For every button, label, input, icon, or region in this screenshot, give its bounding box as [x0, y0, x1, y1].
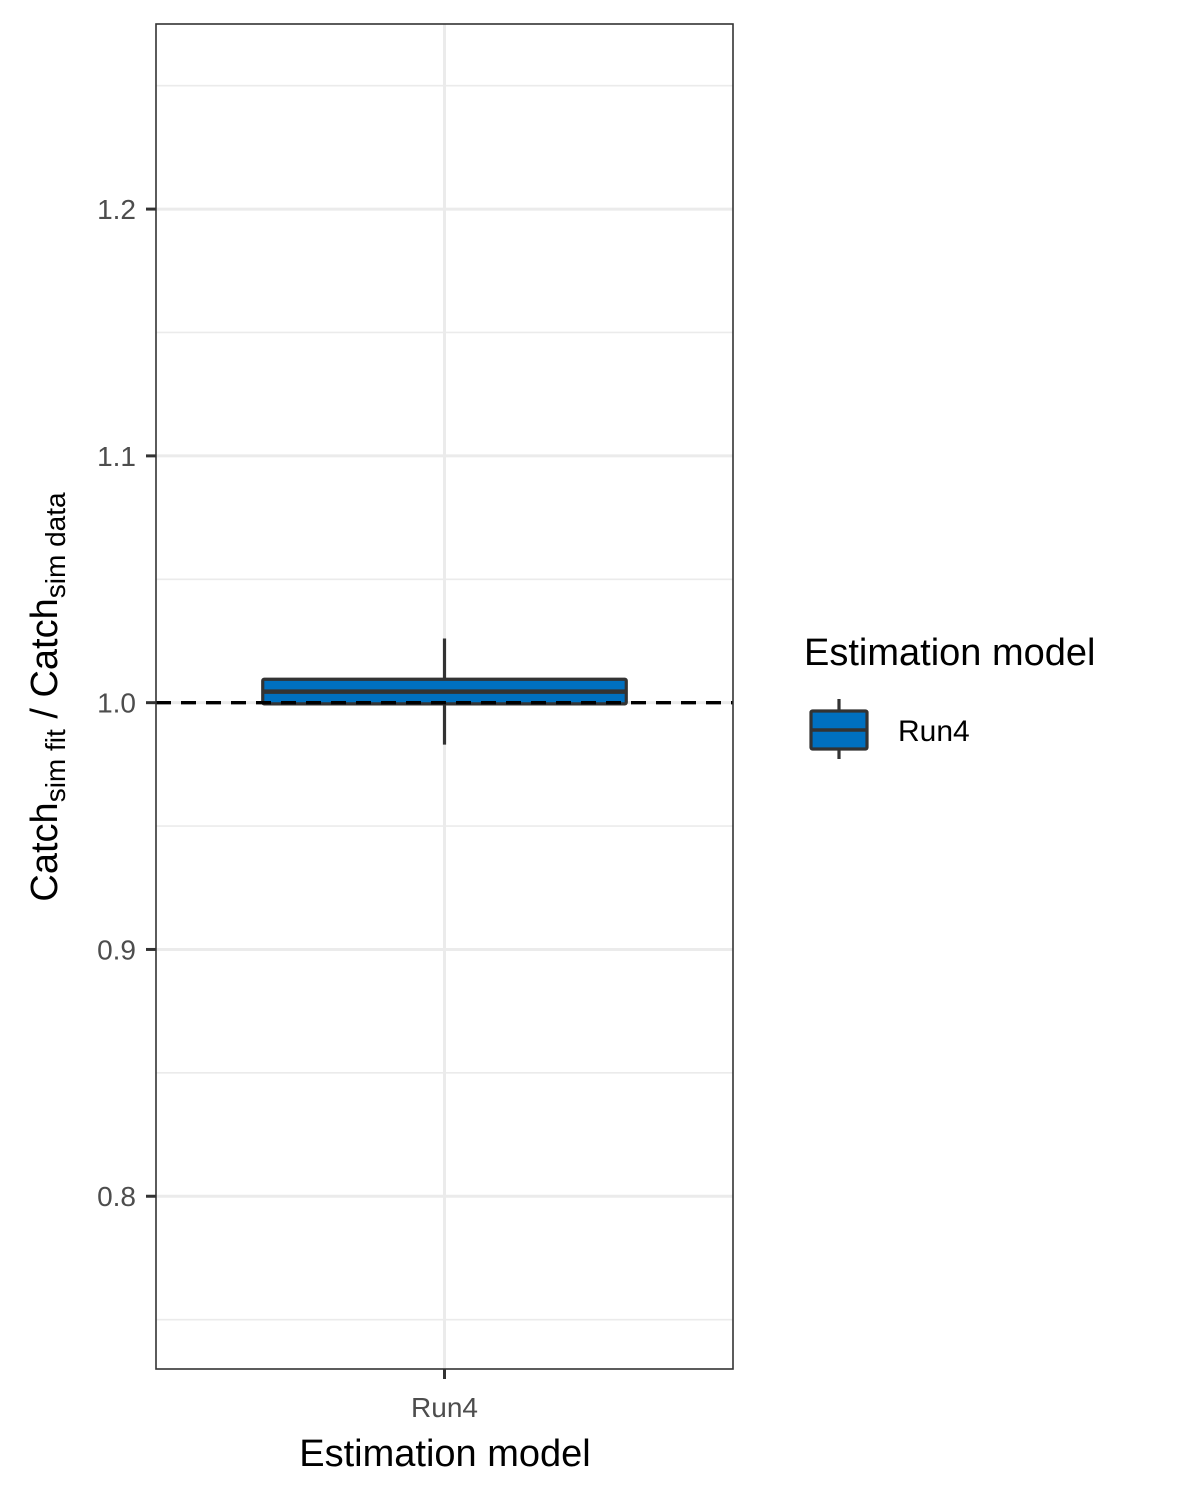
y-tick-label: 1.2 [97, 194, 136, 225]
y-axis-title: Catchsim fit / Catchsim data [24, 492, 71, 902]
legend-title: Estimation model [804, 632, 1095, 674]
box-Run4 [261, 638, 628, 745]
y-tick-label: 1.1 [97, 441, 136, 472]
y-axis-title-prefix: Catch [24, 802, 66, 901]
y-tick-label: 1.0 [97, 688, 136, 719]
box-marks [261, 638, 628, 745]
legend: Estimation model Run4 [804, 632, 1095, 759]
x-axis-title: Estimation model [299, 1433, 590, 1475]
legend-label: Run4 [898, 715, 970, 748]
y-axis-title-sub2: sim data [40, 492, 71, 598]
axes: 0.8 0.9 1.0 1.1 1.2 Run4 [97, 194, 478, 1423]
y-axis-title-middle: / Catch [24, 598, 66, 729]
legend-keys: Run4 [809, 699, 970, 759]
y-tick-label: 0.9 [97, 934, 136, 965]
y-axis-title-sub1: sim fit [40, 729, 71, 802]
legend-key-Run4: Run4 [809, 699, 970, 759]
y-tick-label: 0.8 [97, 1181, 136, 1212]
x-tick-label: Run4 [411, 1392, 478, 1423]
